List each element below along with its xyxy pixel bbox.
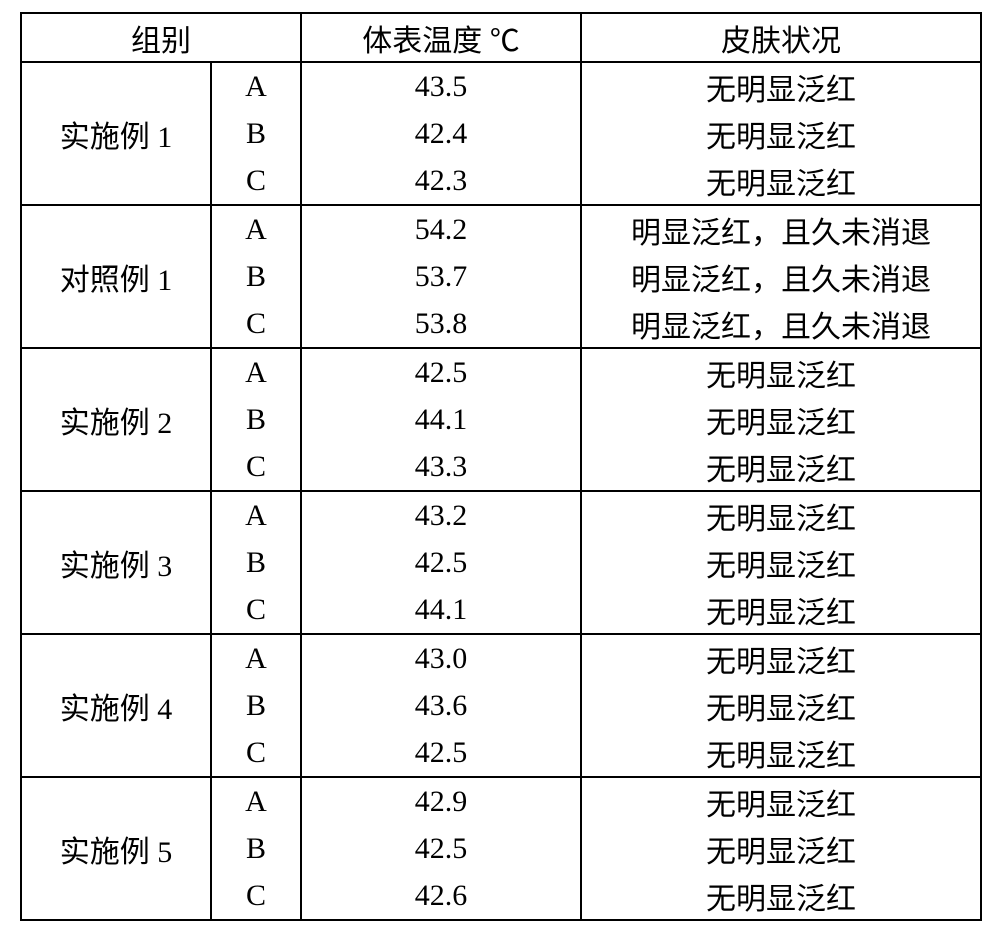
table-row: 实施例 2B44.1无明显泛红: [21, 396, 981, 443]
temperature-cell: 42.6: [301, 872, 581, 920]
table-header-row: 组别 体表温度 ℃ 皮肤状况: [21, 13, 981, 62]
table-row: C43.3无明显泛红: [21, 443, 981, 491]
temperature-cell: 44.1: [301, 586, 581, 634]
subgroup-cell: C: [211, 300, 301, 348]
group-name-cell: [21, 586, 211, 634]
subgroup-cell: A: [211, 634, 301, 682]
skin-condition-cell: 无明显泛红: [581, 825, 981, 872]
skin-condition-cell: 无明显泛红: [581, 634, 981, 682]
skin-condition-cell: 无明显泛红: [581, 157, 981, 205]
table-row: 实施例 3B42.5无明显泛红: [21, 539, 981, 586]
subgroup-cell: B: [211, 682, 301, 729]
subgroup-cell: A: [211, 777, 301, 825]
data-table: 组别 体表温度 ℃ 皮肤状况 A43.5无明显泛红实施例 1B42.4无明显泛红…: [20, 12, 982, 921]
skin-condition-cell: 明显泛红，且久未消退: [581, 300, 981, 348]
group-name-cell: [21, 491, 211, 539]
group-name-cell: 实施例 3: [21, 539, 211, 586]
skin-condition-cell: 无明显泛红: [581, 539, 981, 586]
skin-condition-cell: 明显泛红，且久未消退: [581, 205, 981, 253]
subgroup-cell: A: [211, 205, 301, 253]
temperature-cell: 43.3: [301, 443, 581, 491]
table-row: 实施例 5B42.5无明显泛红: [21, 825, 981, 872]
table-row: C42.5无明显泛红: [21, 729, 981, 777]
group-name-cell: 实施例 4: [21, 682, 211, 729]
table-row: 实施例 4B43.6无明显泛红: [21, 682, 981, 729]
temperature-cell: 43.5: [301, 62, 581, 110]
temperature-cell: 42.3: [301, 157, 581, 205]
skin-condition-cell: 无明显泛红: [581, 62, 981, 110]
subgroup-cell: A: [211, 62, 301, 110]
table-row: A42.9无明显泛红: [21, 777, 981, 825]
subgroup-cell: B: [211, 253, 301, 300]
temperature-cell: 42.5: [301, 539, 581, 586]
table-row: A43.5无明显泛红: [21, 62, 981, 110]
temperature-cell: 53.7: [301, 253, 581, 300]
table-row: C44.1无明显泛红: [21, 586, 981, 634]
skin-condition-cell: 无明显泛红: [581, 777, 981, 825]
skin-condition-cell: 无明显泛红: [581, 110, 981, 157]
temperature-cell: 42.4: [301, 110, 581, 157]
subgroup-cell: C: [211, 872, 301, 920]
temperature-cell: 43.6: [301, 682, 581, 729]
group-name-cell: 对照例 1: [21, 253, 211, 300]
group-name-cell: [21, 729, 211, 777]
skin-condition-cell: 无明显泛红: [581, 729, 981, 777]
table-row: C53.8明显泛红，且久未消退: [21, 300, 981, 348]
group-name-cell: 实施例 2: [21, 396, 211, 443]
subgroup-cell: C: [211, 586, 301, 634]
temperature-cell: 43.0: [301, 634, 581, 682]
group-name-cell: [21, 777, 211, 825]
group-name-cell: [21, 634, 211, 682]
skin-condition-cell: 明显泛红，且久未消退: [581, 253, 981, 300]
table-row: 实施例 1B42.4无明显泛红: [21, 110, 981, 157]
table-row: C42.6无明显泛红: [21, 872, 981, 920]
table-row: A43.2无明显泛红: [21, 491, 981, 539]
skin-condition-cell: 无明显泛红: [581, 348, 981, 396]
temperature-cell: 43.2: [301, 491, 581, 539]
group-name-cell: 实施例 1: [21, 110, 211, 157]
group-name-cell: [21, 443, 211, 491]
table-row: A42.5无明显泛红: [21, 348, 981, 396]
subgroup-cell: B: [211, 825, 301, 872]
group-name-cell: [21, 157, 211, 205]
subgroup-cell: C: [211, 729, 301, 777]
temperature-cell: 42.9: [301, 777, 581, 825]
subgroup-cell: C: [211, 443, 301, 491]
temperature-cell: 42.5: [301, 348, 581, 396]
temperature-cell: 42.5: [301, 729, 581, 777]
skin-condition-cell: 无明显泛红: [581, 586, 981, 634]
group-name-cell: [21, 872, 211, 920]
table-row: A54.2明显泛红，且久未消退: [21, 205, 981, 253]
header-skin: 皮肤状况: [581, 13, 981, 62]
temperature-cell: 42.5: [301, 825, 581, 872]
temperature-cell: 54.2: [301, 205, 581, 253]
skin-condition-cell: 无明显泛红: [581, 443, 981, 491]
subgroup-cell: A: [211, 491, 301, 539]
temperature-cell: 44.1: [301, 396, 581, 443]
skin-condition-cell: 无明显泛红: [581, 872, 981, 920]
group-name-cell: [21, 62, 211, 110]
skin-condition-cell: 无明显泛红: [581, 396, 981, 443]
header-temp: 体表温度 ℃: [301, 13, 581, 62]
group-name-cell: 实施例 5: [21, 825, 211, 872]
subgroup-cell: B: [211, 110, 301, 157]
group-name-cell: [21, 300, 211, 348]
table-row: C42.3无明显泛红: [21, 157, 981, 205]
subgroup-cell: B: [211, 539, 301, 586]
group-name-cell: [21, 348, 211, 396]
subgroup-cell: C: [211, 157, 301, 205]
temperature-cell: 53.8: [301, 300, 581, 348]
header-group: 组别: [21, 13, 301, 62]
subgroup-cell: B: [211, 396, 301, 443]
subgroup-cell: A: [211, 348, 301, 396]
table-row: A43.0无明显泛红: [21, 634, 981, 682]
table-row: 对照例 1B53.7明显泛红，且久未消退: [21, 253, 981, 300]
group-name-cell: [21, 205, 211, 253]
skin-condition-cell: 无明显泛红: [581, 491, 981, 539]
table-body: A43.5无明显泛红实施例 1B42.4无明显泛红C42.3无明显泛红A54.2…: [21, 62, 981, 920]
skin-condition-cell: 无明显泛红: [581, 682, 981, 729]
